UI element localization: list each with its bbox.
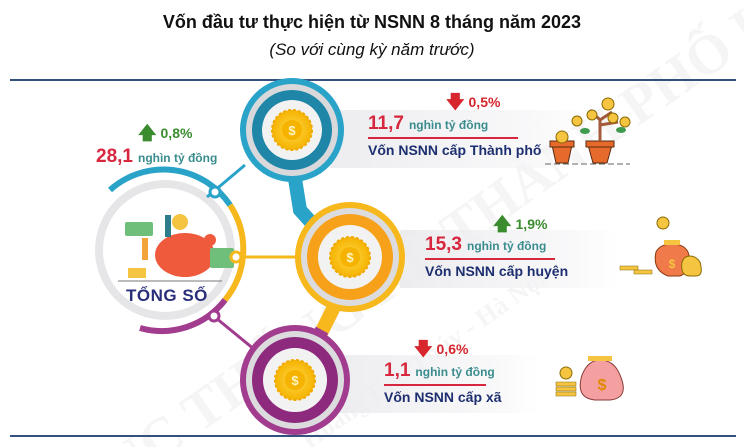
commune-label: Vốn NSNN cấp xã xyxy=(384,389,502,405)
district-unit: nghìn tỷ đồng xyxy=(466,239,547,253)
commune-value: 1,1 xyxy=(384,360,411,381)
commune-underline xyxy=(384,384,486,386)
piggy-bank-illustration xyxy=(118,214,234,282)
city-change-pct: 0,5% xyxy=(468,94,501,110)
total-stat: 🡅 0,8% 28,1 nghìn tỷ đồng xyxy=(96,124,217,168)
arrow-up-icon: 🡅 xyxy=(138,123,157,143)
district-stat: 🡅 1,9% 15,3 nghìn tỷ đồng Vốn NSNN cấp h… xyxy=(425,215,568,279)
money-tree-pots-icon xyxy=(545,97,631,165)
commune-unit: nghìn tỷ đồng xyxy=(415,365,495,379)
district-underline xyxy=(425,258,555,260)
band-city xyxy=(330,110,590,168)
svg-text:$: $ xyxy=(288,123,296,138)
city-change: 🡇 0,5% xyxy=(446,93,541,111)
total-change: 🡅 0,8% xyxy=(138,124,217,142)
svg-text:$: $ xyxy=(291,373,299,388)
total-value: 28,1 xyxy=(96,146,133,167)
district-value: 15,3 xyxy=(425,234,462,255)
commune-change-pct: 0,6% xyxy=(436,341,469,357)
city-unit: nghìn tỷ đồng xyxy=(408,118,489,132)
bottom-separator xyxy=(10,435,736,437)
commune-stat: 🡇 0,6% 1,1 nghìn tỷ đồng Vốn NSNN cấp xã xyxy=(384,340,501,405)
pink-money-bag-icon: $ xyxy=(555,356,624,401)
city-underline xyxy=(368,137,518,139)
svg-text:$: $ xyxy=(598,377,607,394)
svg-text:$: $ xyxy=(346,250,354,265)
city-value: 11,7 xyxy=(368,113,404,134)
node-city: $ xyxy=(240,78,344,182)
arrow-down-icon: 🡇 xyxy=(446,92,465,112)
money-bag-coins-icon: $ xyxy=(619,216,702,277)
page-subtitle: (So với cùng kỳ năm trước) xyxy=(269,40,475,59)
svg-text:$: $ xyxy=(669,257,676,271)
total-change-pct: 0,8% xyxy=(160,125,193,141)
total-label: TỔNG SỐ xyxy=(126,286,208,305)
page-title: Vốn đầu tư thực hiện từ NSNN 8 tháng năm… xyxy=(162,12,582,32)
node-district: $ xyxy=(295,202,405,312)
city-stat: 🡇 0,5% 11,7 nghìn tỷ đồng Vốn NSNN cấp T… xyxy=(368,93,541,158)
city-label: Vốn NSNN cấp Thành phố xyxy=(368,142,542,158)
district-change-pct: 1,9% xyxy=(515,216,548,232)
arrow-up-icon: 🡅 xyxy=(493,214,512,234)
node-commune: $ xyxy=(240,325,350,435)
district-change: 🡅 1,9% xyxy=(493,215,568,233)
total-unit: nghìn tỷ đồng xyxy=(137,151,218,165)
top-separator xyxy=(10,79,736,81)
commune-change: 🡇 0,6% xyxy=(414,340,501,358)
arrow-down-icon: 🡇 xyxy=(414,339,433,359)
district-label: Vốn NSNN cấp huyện xyxy=(425,263,569,279)
